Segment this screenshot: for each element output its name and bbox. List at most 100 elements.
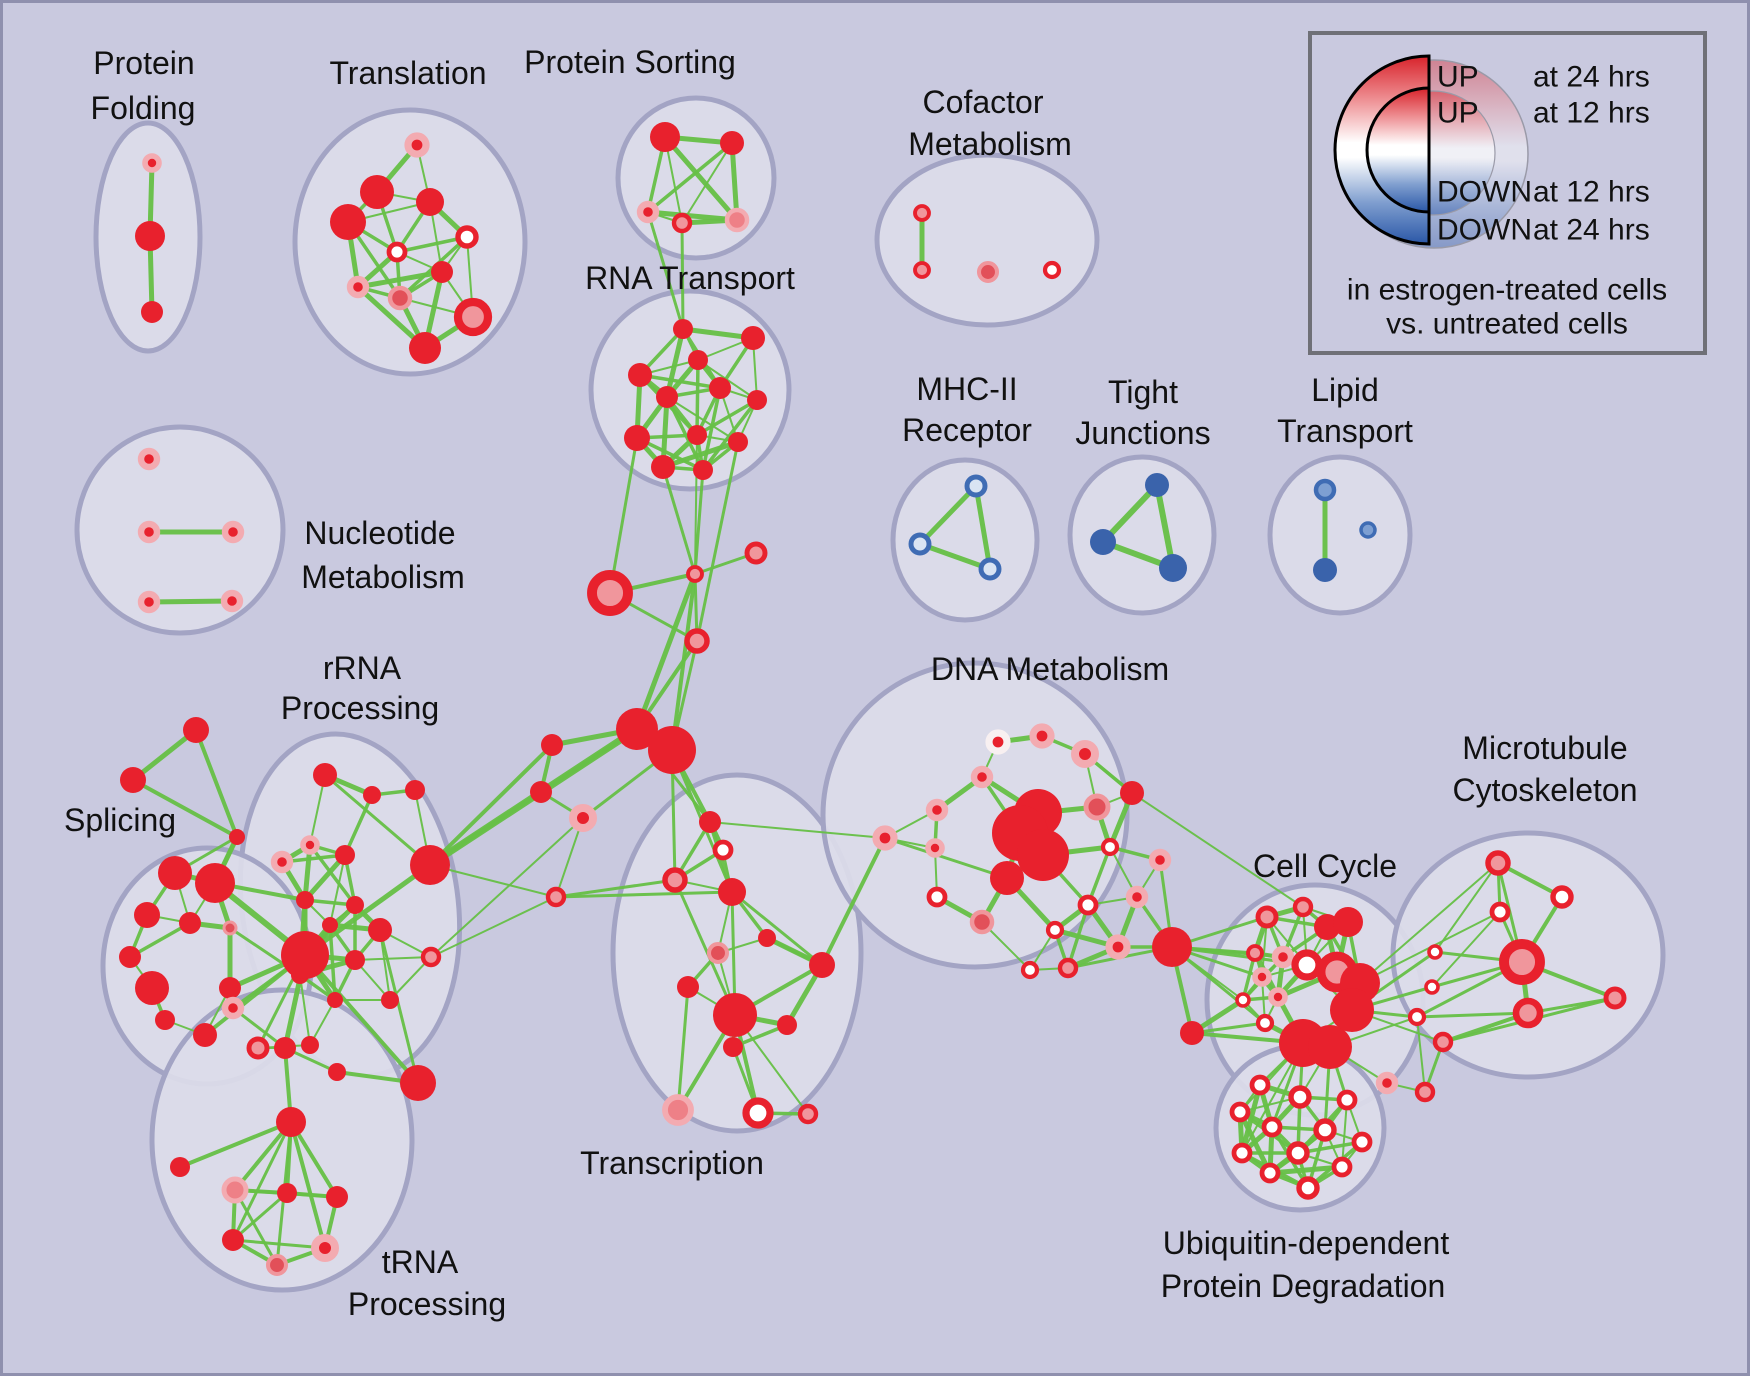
node-ps-4 [724, 207, 750, 233]
node-cf-2 [976, 260, 1000, 284]
cluster-label-mt-line1: Cytoskeleton [1453, 772, 1638, 808]
cluster-label-mh-line1: Receptor [902, 412, 1032, 448]
node-ub-10 [1259, 1162, 1281, 1184]
node-tr-0 [404, 132, 430, 158]
node-ch-1 [587, 570, 633, 616]
node-pf-1 [135, 221, 165, 251]
cluster-ellipse-cf [874, 152, 1100, 328]
node-rr-5 [335, 845, 355, 865]
node-cc-11 [1235, 992, 1251, 1008]
node-mt-10 [1375, 1071, 1399, 1095]
legend-row-direction-0: UP [1437, 61, 1479, 94]
node-cc-5 [1271, 945, 1295, 969]
node-tc-8 [677, 976, 699, 998]
node-ub-7 [1231, 1142, 1253, 1164]
edge-rr [302, 862, 433, 958]
node-ub-4 [1261, 1116, 1283, 1138]
edge-rr [323, 773, 432, 867]
node-sp-0 [183, 717, 209, 743]
edge-tn [233, 1188, 279, 1267]
node-tc-4 [545, 886, 567, 908]
edge-bridge-rt-ch [608, 436, 639, 595]
node-rt-4 [656, 386, 678, 408]
edge-bridge-dm-cc [1170, 945, 1267, 1025]
cluster-label-tj-line0: Tight [1108, 374, 1178, 410]
node-rt-11 [693, 460, 713, 480]
node-cc-12 [1255, 1013, 1275, 1033]
node-ch-6 [541, 734, 563, 756]
node-rr-4 [270, 850, 294, 874]
cluster-label-ub-line0: Ubiquitin-dependent [1163, 1225, 1450, 1261]
edge-rr [354, 956, 432, 961]
node-ch-4 [616, 708, 658, 750]
edge-bridge-cc-mt [1359, 862, 1499, 984]
node-sp-9 [135, 971, 169, 1005]
cluster-label-tr-line0: Translation [329, 55, 486, 91]
edge-mh [973, 483, 993, 572]
node-tc-11 [723, 1037, 743, 1057]
node-rr-9 [322, 917, 338, 933]
node-rt-3 [688, 350, 708, 370]
node-dm-14 [1148, 848, 1172, 872]
node-ps-3 [671, 212, 693, 234]
edge-rr [299, 974, 311, 1046]
node-rr-7 [296, 891, 314, 909]
edge-rt [695, 358, 700, 437]
edge-tc [730, 890, 824, 967]
node-sp-5 [134, 902, 160, 928]
edge-rt [666, 396, 739, 443]
node-ub-11 [1296, 1176, 1320, 1200]
edge-tc [673, 878, 737, 1017]
node-sp-1 [120, 767, 146, 793]
edge-tn [231, 1120, 293, 1242]
edge-nm [146, 598, 235, 605]
edge-bridge-dm-cc [1131, 792, 1304, 908]
cluster-label-cf-line1: Metabolism [908, 126, 1072, 162]
edge-mt [1434, 862, 1499, 953]
node-tc-6 [706, 941, 730, 965]
cluster-label-mh-line0: MHC-II [916, 371, 1017, 407]
node-ch-7 [530, 781, 552, 803]
legend-footer-line0: in estrogen-treated cells [1347, 274, 1667, 307]
node-mt-4 [1499, 939, 1545, 985]
node-tc-1 [712, 839, 734, 861]
node-mh-1 [908, 532, 932, 556]
node-mt-1 [1550, 885, 1574, 909]
node-ub-8 [1286, 1141, 1310, 1165]
cluster-label-ps-line0: Protein Sorting [524, 44, 736, 80]
node-tr-8 [387, 285, 413, 311]
edge-mt [1415, 1011, 1530, 1019]
node-ch-8 [569, 804, 597, 832]
edge-bridge-tc-rr [429, 864, 557, 898]
node-dm-13 [1100, 837, 1120, 857]
node-dm-19 [1045, 920, 1065, 940]
labels-layer: Protein Folding Translation Protein Sorting… [64, 44, 1638, 1322]
node-ub-9 [1331, 1156, 1353, 1178]
edge-ps [729, 140, 740, 223]
node-tn-5 [221, 1176, 249, 1204]
node-tn-8 [222, 1229, 244, 1251]
edge-tr [395, 235, 469, 254]
node-ub-2 [1336, 1089, 1358, 1111]
edge-tj [1100, 482, 1160, 545]
node-ch-0 [686, 565, 704, 583]
node-dm-4 [925, 798, 949, 822]
edge-bridge-ch-rr [430, 817, 584, 958]
node-rt-7 [624, 425, 650, 451]
cluster-label-ub-line1: Protein Degradation [1161, 1268, 1446, 1304]
edge-mh [917, 541, 993, 572]
node-cc-0 [1255, 905, 1279, 929]
node-tn-10 [265, 1253, 289, 1277]
node-mt-0 [1485, 850, 1511, 876]
node-mt-6 [1407, 1007, 1427, 1027]
node-rt-10 [651, 455, 675, 479]
node-tn-3 [276, 1107, 306, 1137]
node-rt-5 [709, 377, 731, 399]
edge-rr [303, 953, 420, 1085]
node-tc-3 [718, 878, 746, 906]
node-cc-16 [1180, 1021, 1204, 1045]
cluster-label-nm-line0: Nucleotide [304, 515, 455, 551]
